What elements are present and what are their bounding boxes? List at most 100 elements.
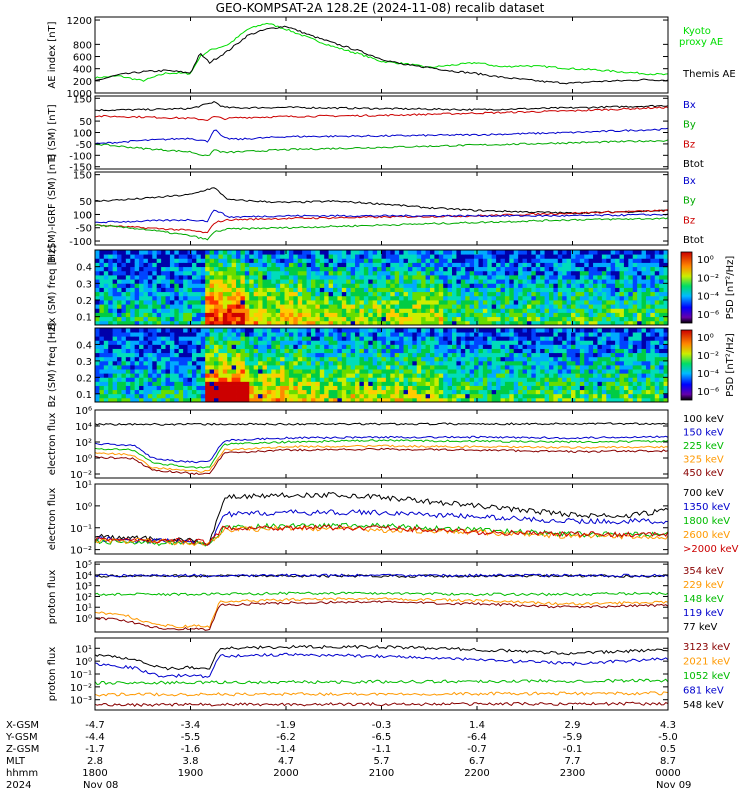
spectrogram-cell (425, 369, 431, 374)
spectrogram-cell (399, 397, 404, 403)
spectrogram-cell (553, 291, 559, 297)
legend-label: >2000 keV (683, 544, 739, 555)
spectrogram-cell (324, 279, 330, 284)
spectrogram-cell (443, 336, 449, 341)
spectrogram-cell (500, 304, 506, 309)
spectrogram-cell (209, 312, 215, 318)
spectrogram-cell (557, 275, 563, 280)
spectrogram-cell (434, 332, 440, 337)
spectrogram-cell (169, 356, 175, 362)
spectrogram-cell (601, 397, 607, 403)
spectrogram-cell (619, 312, 625, 318)
spectrogram-cell (368, 279, 374, 284)
spectrogram-cell (522, 291, 528, 297)
spectrogram-cell (452, 283, 457, 288)
spectrogram-cell (637, 279, 642, 284)
spectrogram-cell (117, 295, 122, 301)
spectrogram-cell (99, 258, 105, 263)
spectrogram-cell (399, 258, 404, 263)
spectrogram-cell (535, 262, 541, 268)
spectrogram-cell (315, 365, 321, 370)
spectrogram-cell (125, 283, 131, 288)
spectrogram-cell (575, 279, 581, 284)
spectrogram-cell (487, 393, 493, 399)
spectrogram-cell (548, 275, 554, 280)
spectrogram-cell (262, 352, 268, 358)
y-tick-label: 10³ (75, 582, 92, 593)
spectrogram-cell (99, 344, 105, 349)
spectrogram-cell (487, 356, 493, 362)
spectrogram-cell (544, 356, 550, 362)
spectrogram-cell (297, 365, 303, 370)
spectrogram-cell (117, 381, 122, 386)
spectrogram-cell (447, 381, 453, 386)
spectrogram-cell (469, 283, 475, 288)
spectrogram-cell (169, 316, 175, 322)
spectrogram-cell (363, 352, 369, 358)
spectrogram-cell (416, 291, 422, 297)
spectrogram-cell (641, 385, 647, 391)
spectrogram-cell (231, 356, 237, 362)
spectrogram-cell (377, 250, 382, 255)
spectrogram-cell (319, 397, 325, 403)
spectrogram-cell (377, 369, 382, 374)
spectrogram-cell (390, 393, 396, 399)
spectrogram-cell (227, 304, 233, 309)
spectrogram-cell (156, 291, 162, 297)
spectrogram-cell (236, 320, 241, 326)
spectrogram-cell (650, 328, 656, 333)
spectrogram-cell (491, 295, 497, 301)
spectrogram-cell (487, 389, 493, 395)
spectrogram-cell (540, 360, 545, 366)
spectrogram-cell (610, 266, 616, 272)
spectrogram-cell (518, 336, 523, 341)
spectrogram-cell (447, 389, 453, 395)
spectrogram-cell (407, 291, 413, 297)
spectrogram-cell (249, 308, 255, 313)
spectrogram-cell (553, 308, 559, 313)
spectrogram-cell (266, 393, 272, 399)
spectrogram-cell (350, 270, 356, 276)
spectrogram-cell (377, 254, 382, 259)
spectrogram-cell (310, 373, 316, 378)
spectrogram-cell (394, 356, 400, 362)
spectrogram-cell (249, 393, 255, 399)
spectrogram-cell (548, 373, 554, 378)
spectrogram-cell (390, 365, 396, 370)
spectrogram-cell (178, 328, 184, 333)
spectrogram-cell (95, 300, 100, 305)
spectrogram-cell (654, 250, 660, 255)
spectrogram-cell (434, 316, 440, 322)
spectrogram-cell (377, 360, 382, 366)
spectrogram-cell (443, 304, 449, 309)
spectrogram-cell (615, 258, 620, 263)
spectrogram-cell (214, 291, 219, 297)
spectrogram-cell (535, 373, 541, 378)
spectrogram-cell (231, 300, 237, 305)
spectrogram-cell (601, 352, 607, 358)
spectrogram-cell (416, 369, 422, 374)
spectrogram-cell (125, 266, 131, 272)
spectrogram-cell (385, 369, 391, 374)
spectrogram-cell (328, 352, 334, 358)
spectrogram-cell (421, 352, 426, 358)
spectrogram-cell (452, 385, 457, 391)
spectrogram-cell (659, 340, 664, 345)
spectrogram-cell (540, 344, 545, 349)
spectrogram-cell (227, 332, 233, 337)
spectrogram-cell (187, 287, 193, 293)
spectrogram-cell (121, 300, 127, 305)
spectrogram-cell (482, 369, 488, 374)
spectrogram-cell (156, 316, 162, 322)
spectrogram-cell (487, 275, 493, 280)
spectrogram-cell (240, 291, 246, 297)
spectrogram-cell (275, 352, 281, 358)
spectrogram-cell (663, 328, 669, 333)
spectrogram-cell (359, 336, 365, 341)
spectrogram-cell (125, 389, 131, 395)
spectrogram-cell (593, 308, 598, 313)
spectrogram-cell (385, 308, 391, 313)
spectrogram-cell (214, 381, 219, 386)
spectrogram-cell (482, 385, 488, 391)
